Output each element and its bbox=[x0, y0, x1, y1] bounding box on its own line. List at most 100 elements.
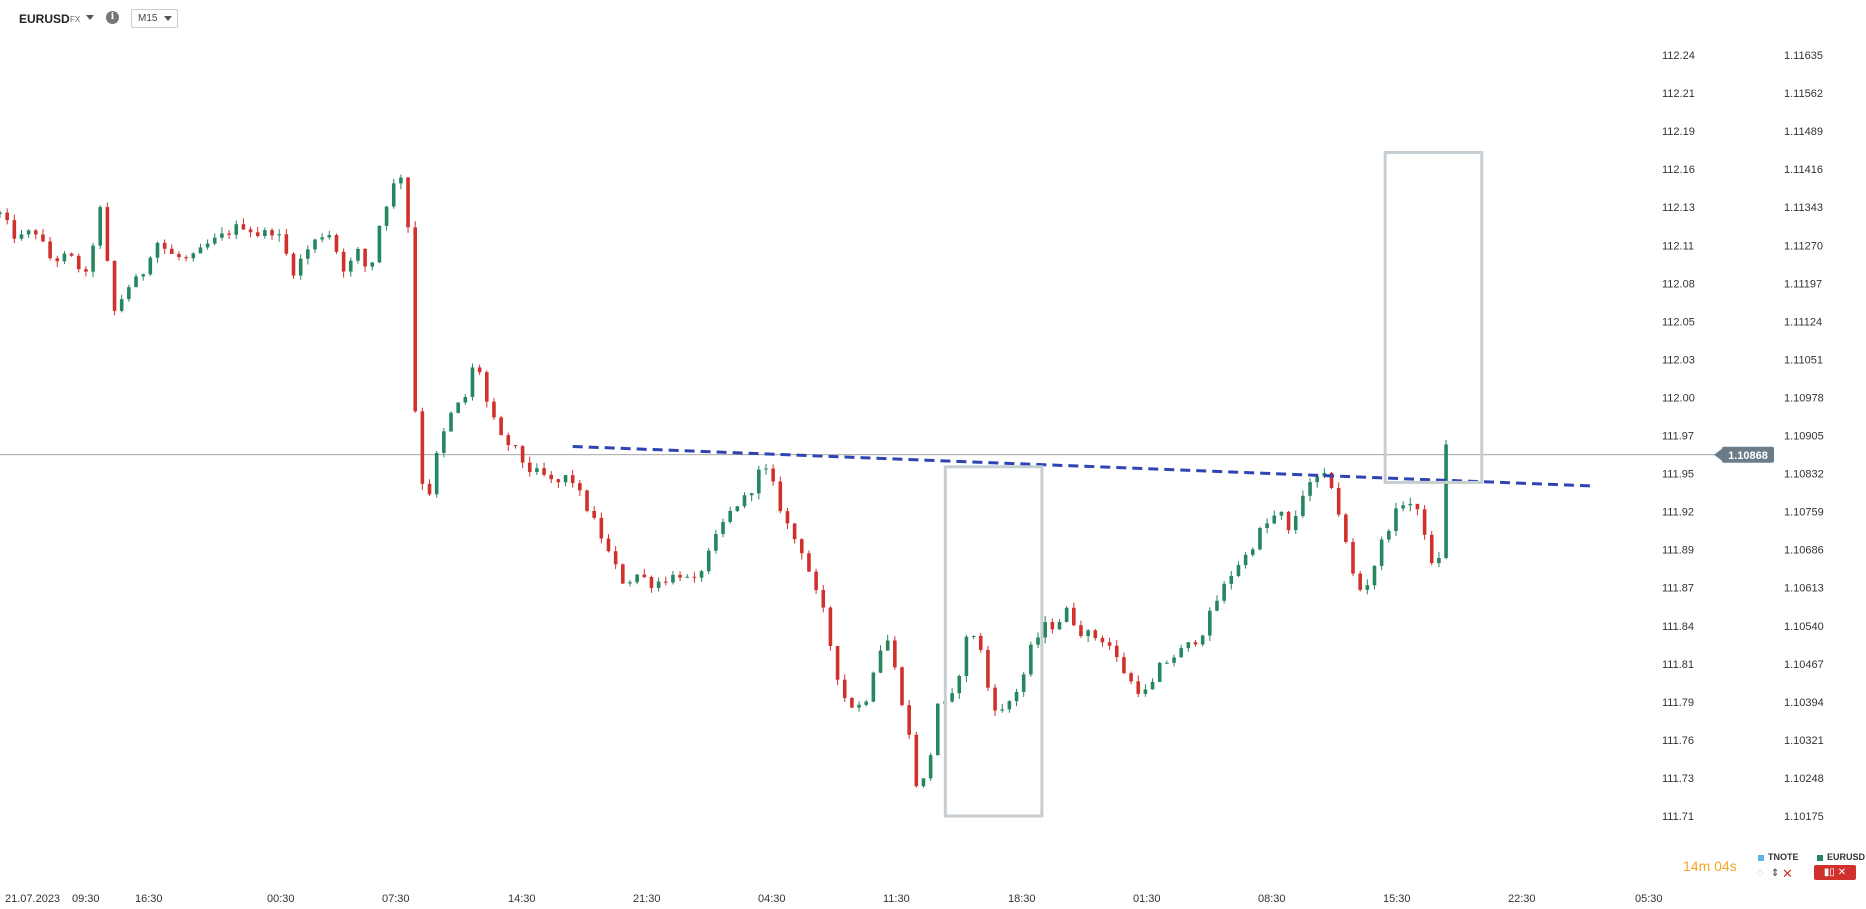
candle-body bbox=[1114, 645, 1119, 658]
candle-body bbox=[98, 207, 103, 246]
y-tick-label-right: 1.11051 bbox=[1784, 354, 1823, 366]
candle-body bbox=[1329, 472, 1334, 488]
candle-body bbox=[356, 248, 360, 261]
candle-body bbox=[19, 234, 24, 239]
candle-body bbox=[499, 417, 503, 436]
candle-body bbox=[592, 510, 596, 518]
visibility-icon[interactable]: ◌ bbox=[1757, 868, 1763, 879]
candle-body bbox=[714, 534, 718, 551]
candle-body bbox=[62, 253, 67, 262]
candle-body bbox=[1072, 607, 1076, 626]
candle-body bbox=[406, 177, 410, 228]
legend-item-eurusd[interactable]: EURUSD bbox=[1817, 852, 1865, 862]
y-tick-label-left: 111.92 bbox=[1662, 507, 1694, 519]
y-tick-label-left: 112.05 bbox=[1662, 316, 1695, 328]
y-tick-label-left: 111.76 bbox=[1662, 735, 1694, 747]
y-tick-label-left: 112.11 bbox=[1662, 240, 1694, 252]
y-tick-label-left: 112.03 bbox=[1662, 354, 1695, 366]
x-tick-label: 15:30 bbox=[1383, 893, 1411, 905]
symbol-name[interactable]: EURUSD bbox=[19, 12, 70, 26]
timeframe-chevron-icon bbox=[164, 16, 173, 21]
reorder-icon[interactable]: ⇕ bbox=[1771, 868, 1780, 879]
candle-body bbox=[348, 260, 353, 272]
candle-body bbox=[1165, 662, 1169, 664]
candle-body bbox=[105, 207, 110, 261]
candle-body bbox=[1315, 476, 1320, 483]
candle-body bbox=[0, 212, 2, 214]
candle-body bbox=[1279, 511, 1284, 516]
candle-body bbox=[1186, 642, 1191, 649]
candle-body bbox=[678, 574, 682, 578]
candle-body bbox=[563, 475, 568, 483]
close-icon[interactable]: ✕ bbox=[1782, 866, 1793, 881]
candle-body bbox=[1093, 630, 1098, 638]
y-tick-label-left: 112.13 bbox=[1662, 202, 1695, 214]
timeframe-select[interactable]: M15 bbox=[131, 9, 179, 28]
y-tick-label-right: 1.10175 bbox=[1784, 811, 1824, 823]
candle-body bbox=[928, 755, 933, 779]
candle-body bbox=[384, 206, 389, 226]
candle-body bbox=[48, 241, 52, 259]
last-price-badge bbox=[1722, 446, 1774, 463]
candle-body bbox=[1064, 607, 1069, 622]
candle-body bbox=[792, 523, 797, 540]
candle-body bbox=[420, 411, 425, 484]
candle-body bbox=[1365, 585, 1370, 590]
candle-body bbox=[1408, 503, 1413, 506]
candle-body bbox=[134, 276, 138, 288]
y-tick-label-left: 112.21 bbox=[1662, 88, 1695, 100]
y-tick-label-right: 1.10613 bbox=[1784, 583, 1824, 595]
candle-body bbox=[413, 227, 418, 412]
candle-body bbox=[914, 734, 919, 787]
legend-label-tnote: TNOTE bbox=[1768, 852, 1799, 862]
candle-body bbox=[1301, 495, 1305, 517]
candle-body bbox=[599, 517, 604, 539]
candle-body bbox=[291, 253, 296, 276]
y-tick-label-right: 1.11270 bbox=[1784, 240, 1823, 252]
highlight-box bbox=[943, 465, 1044, 818]
candle-body bbox=[69, 253, 74, 256]
info-icon[interactable]: i bbox=[106, 11, 119, 24]
y-tick-label-right: 1.10686 bbox=[1784, 545, 1824, 557]
y-tick-label-left: 111.84 bbox=[1662, 621, 1694, 633]
candle-body bbox=[742, 495, 747, 507]
candle-body bbox=[549, 474, 554, 480]
candle-body bbox=[119, 299, 124, 311]
y-tick-label-right: 1.11489 bbox=[1784, 126, 1823, 138]
candle-body bbox=[91, 245, 95, 272]
candle-body bbox=[234, 224, 239, 235]
y-tick-label-left: 112.08 bbox=[1662, 278, 1695, 290]
y-tick-label-left: 111.71 bbox=[1662, 811, 1694, 823]
candle-body bbox=[1394, 508, 1398, 531]
remove-series-button[interactable]: ▮▯ ✕ bbox=[1814, 865, 1856, 880]
symbol-type: FX bbox=[70, 15, 81, 24]
candle-body bbox=[1172, 657, 1176, 663]
candle-body bbox=[263, 230, 267, 236]
candle-body bbox=[1236, 565, 1241, 576]
legend-item-tnote[interactable]: TNOTE bbox=[1758, 852, 1799, 862]
y-tick-label-left: 111.87 bbox=[1662, 583, 1694, 595]
candle-body bbox=[341, 251, 346, 272]
x-tick-label: 21:30 bbox=[633, 893, 661, 905]
symbol-dropdown-chevron-icon[interactable] bbox=[86, 15, 94, 20]
candle-body bbox=[893, 640, 897, 668]
x-tick-label: 07:30 bbox=[382, 893, 410, 905]
x-tick-label: 16:30 bbox=[135, 893, 163, 905]
candle-body bbox=[377, 225, 382, 263]
candle-body bbox=[1179, 648, 1183, 658]
candle-body bbox=[456, 402, 460, 413]
candle-body bbox=[313, 239, 317, 250]
candle-body bbox=[578, 483, 582, 491]
candle-body bbox=[5, 212, 9, 221]
candle-body bbox=[1336, 487, 1341, 515]
candle-body bbox=[1007, 701, 1012, 710]
y-tick-label-left: 111.89 bbox=[1662, 545, 1694, 557]
chart-header: EURUSD FX i M15 bbox=[0, 0, 1866, 36]
x-tick-label: 21.07.2023 bbox=[5, 893, 60, 905]
candle-body bbox=[993, 687, 997, 711]
candle-body bbox=[33, 230, 38, 235]
y-tick-label-right: 1.11416 bbox=[1784, 164, 1823, 176]
candle-body bbox=[828, 607, 833, 646]
x-tick-label: 08:30 bbox=[1258, 893, 1286, 905]
